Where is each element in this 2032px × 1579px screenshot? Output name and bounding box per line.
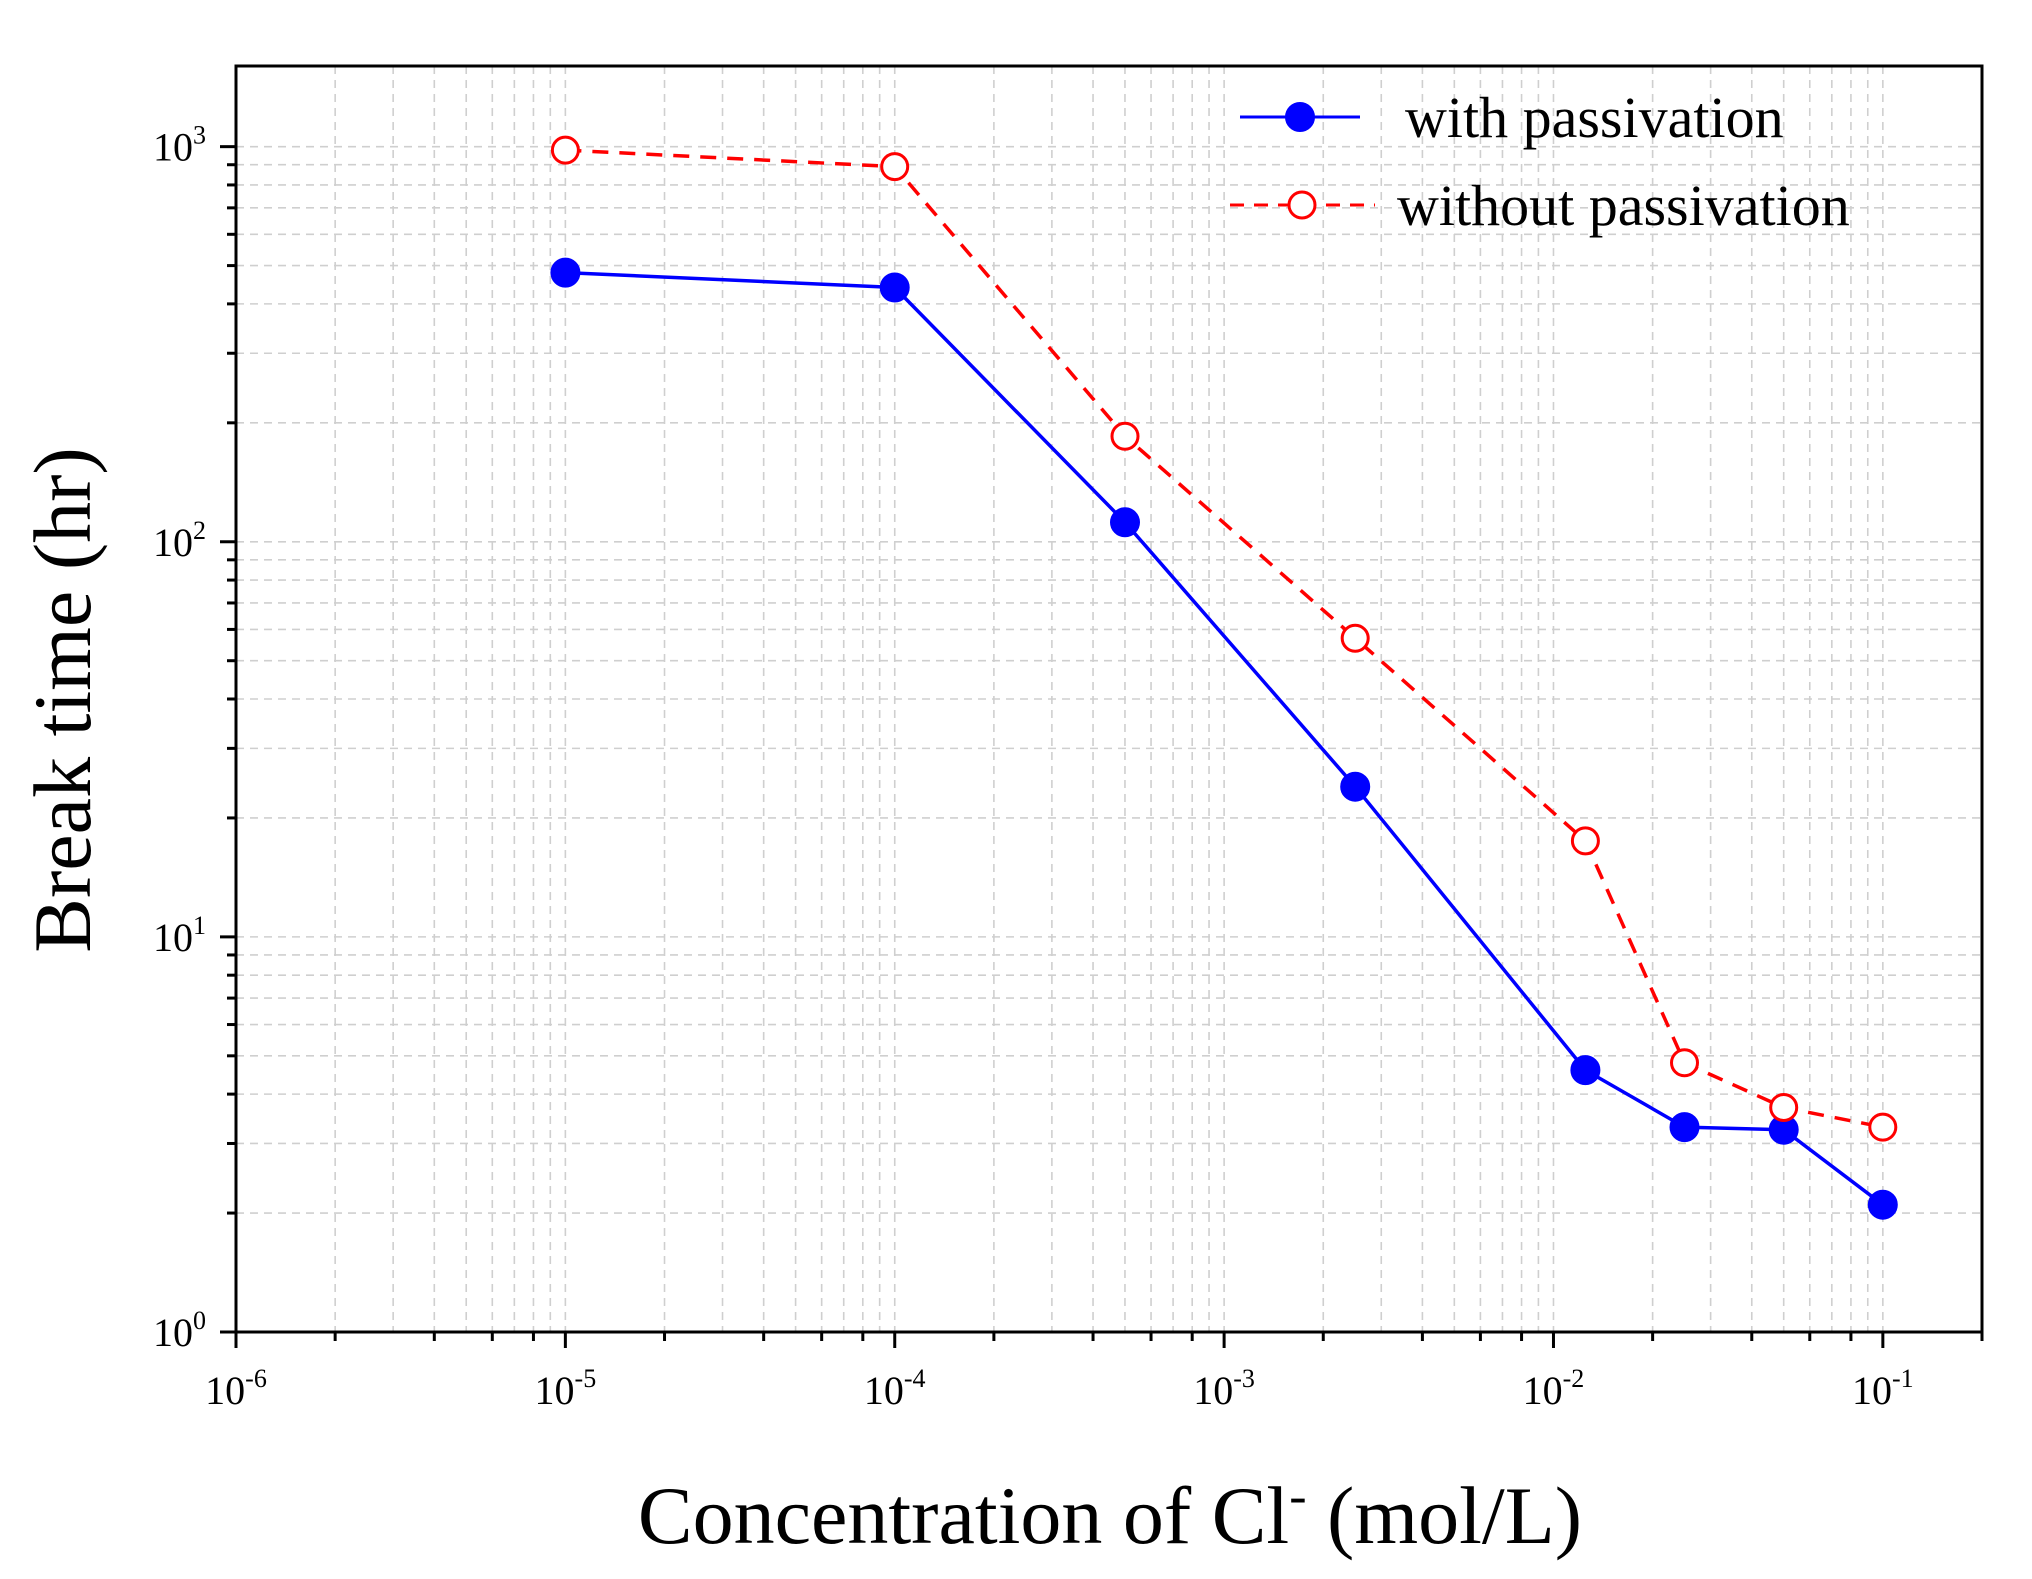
data-point-without-passivation xyxy=(1570,826,1600,856)
series-line-without-passivation xyxy=(565,148,1884,1129)
data-point-without-passivation xyxy=(1340,623,1370,653)
data-point-without-passivation xyxy=(1868,1112,1898,1142)
y-tick-label: 102 xyxy=(153,516,206,565)
data-point-with-passivation xyxy=(1570,1055,1601,1086)
x-tick-label: 10-3 xyxy=(1193,1364,1255,1413)
series-line-with-passivation xyxy=(565,270,1884,1207)
legend-marker-with-passivation xyxy=(1285,102,1315,132)
series-without-passivation xyxy=(550,135,1898,1142)
y-tick-label: 103 xyxy=(153,121,206,170)
x-tick-label: 10-1 xyxy=(1852,1364,1914,1413)
x-tick-label: 10-5 xyxy=(535,1364,597,1413)
data-point-with-passivation xyxy=(1669,1112,1700,1143)
x-tick-label: 10-2 xyxy=(1523,1364,1585,1413)
data-point-without-passivation xyxy=(880,152,910,182)
legend-label-without-passivation: without passivation xyxy=(1397,173,1850,238)
data-point-with-passivation xyxy=(879,272,910,303)
data-point-without-passivation xyxy=(1110,421,1140,451)
grid xyxy=(236,66,1982,1332)
axis-ticks xyxy=(220,145,1984,1348)
x-tick-label: 10-4 xyxy=(864,1364,926,1413)
data-point-with-passivation xyxy=(550,257,581,288)
series-with-passivation xyxy=(550,257,1898,1220)
data-point-without-passivation xyxy=(550,135,580,165)
data-point-without-passivation xyxy=(1769,1093,1799,1122)
data-point-with-passivation xyxy=(1110,507,1140,538)
legend-label-with-passivation: with passivation xyxy=(1405,85,1784,150)
y-tick-label: 100 xyxy=(153,1306,206,1355)
plot-series xyxy=(550,135,1898,1220)
axis-tick-labels: 10-6 10-5 10-4 10-3 10-2 10-1 100 101 102 103 xyxy=(153,121,1914,1413)
y-tick-label: 101 xyxy=(153,911,206,960)
data-point-with-passivation xyxy=(1867,1189,1898,1220)
x-tick-label: 10-6 xyxy=(205,1364,267,1413)
y-axis-title: Break time (hr) xyxy=(17,447,108,952)
legend-marker-without-passivation xyxy=(1287,190,1317,220)
x-axis-title: Concentration of Cl- (mol/L) xyxy=(638,1468,1582,1561)
data-point-with-passivation xyxy=(1340,771,1371,802)
legend: with passivation without passivation xyxy=(1230,85,1850,238)
data-point-without-passivation xyxy=(1670,1048,1699,1078)
